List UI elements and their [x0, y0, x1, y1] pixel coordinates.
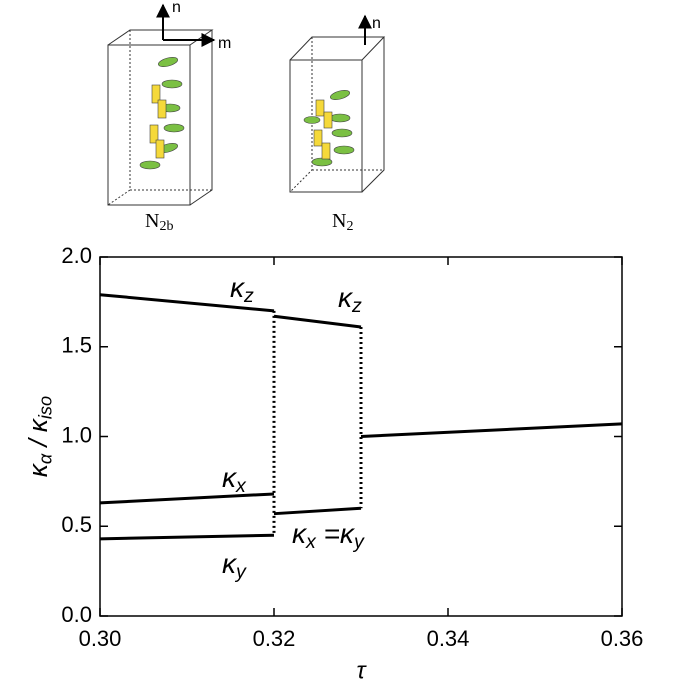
- inset-axis-label: n: [372, 15, 381, 32]
- inset-label: N2: [332, 210, 353, 235]
- label-part: x: [305, 531, 317, 553]
- inset-box: [289, 36, 386, 193]
- x-tick-label: 0.32: [253, 626, 296, 651]
- inset-label: N2b: [145, 210, 173, 235]
- inset-label-main: N: [145, 210, 159, 232]
- label-part: iso: [35, 396, 55, 419]
- label-part: x: [235, 475, 247, 497]
- x-axis-label: τ: [357, 657, 368, 684]
- data-line: [99, 533, 275, 541]
- inset-box: [107, 29, 214, 206]
- label-part: κ: [230, 272, 246, 303]
- y-tick-label: 1.0: [61, 422, 92, 447]
- inset-label-sub: 2: [346, 219, 353, 234]
- label-part: κ: [338, 282, 354, 313]
- x-tick-label: 0.34: [427, 626, 470, 651]
- rich-label: κy: [222, 548, 247, 583]
- label-part: y: [352, 531, 365, 553]
- data-line: [99, 492, 275, 505]
- y-tick-label: 0.0: [61, 602, 92, 627]
- inset-label-sub: 2b: [159, 219, 173, 234]
- rich-label: κz: [230, 272, 254, 307]
- molecule: [139, 57, 185, 170]
- label-part: z: [243, 285, 254, 307]
- inset-axis-label: m: [218, 35, 231, 52]
- data-line: [273, 314, 362, 329]
- label-part: y: [234, 561, 247, 583]
- y-tick-label: 1.5: [61, 333, 92, 358]
- data-line: [99, 293, 275, 313]
- label-part: κ: [23, 462, 53, 477]
- inset-axis-label: n: [172, 0, 181, 16]
- data-line: [360, 422, 623, 438]
- y-tick-label: 0.5: [61, 512, 92, 537]
- label-part: α: [35, 453, 55, 464]
- label-part: κ: [222, 548, 238, 579]
- y-tick-label: 2.0: [61, 243, 92, 268]
- rich-label: κx: [222, 462, 247, 497]
- inset-label-main: N: [332, 210, 346, 232]
- label-part: κ: [292, 518, 308, 549]
- label-part: =κ: [316, 518, 356, 549]
- rich-label: κz: [338, 282, 362, 317]
- rich-label: κα / κiso: [23, 396, 55, 477]
- label-part: z: [351, 295, 362, 317]
- label-part: κ: [222, 462, 238, 493]
- label-part: / κ: [23, 417, 53, 454]
- rich-label: κx =κy: [292, 518, 365, 553]
- x-tick-label: 0.30: [79, 626, 122, 651]
- data-line: [273, 506, 362, 516]
- molecule: [303, 90, 355, 167]
- x-tick-label: 0.36: [601, 626, 644, 651]
